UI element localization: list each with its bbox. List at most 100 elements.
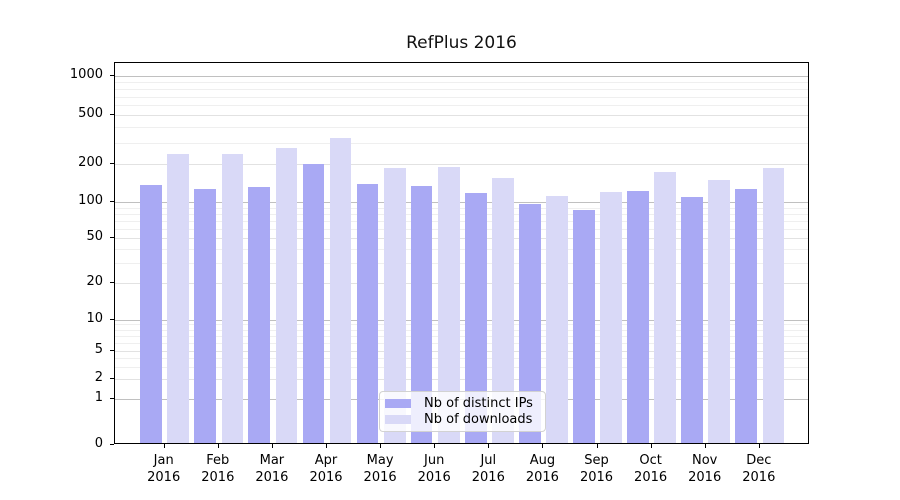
bar-downloads [708, 179, 731, 443]
bar-distinct-ips [140, 185, 162, 443]
y-axis-tick [110, 163, 114, 165]
y-axis-tick [110, 318, 114, 320]
x-tick-label: Oct 2016 [621, 452, 681, 486]
bar-distinct-ips [464, 193, 487, 443]
x-axis-tick [488, 444, 490, 448]
month-label: Jul [480, 453, 497, 468]
gridline [115, 263, 808, 265]
gridline [115, 202, 808, 203]
x-axis-tick [704, 444, 706, 448]
y-tick-label: 0 [94, 436, 103, 451]
x-tick-label: Jun 2016 [404, 452, 464, 486]
y-tick-label: 1 [94, 390, 103, 406]
gridline [115, 343, 808, 344]
gridline [115, 238, 808, 240]
month-label: Jan [153, 453, 174, 468]
month-label: Jun [424, 453, 445, 468]
x-tick-label: Feb 2016 [188, 452, 248, 486]
bar-downloads [654, 171, 677, 443]
gridline [115, 105, 808, 107]
year-label: 2016 [363, 470, 397, 485]
gridline [115, 76, 808, 78]
year-label: 2016 [688, 470, 722, 485]
month-label: Sep [584, 453, 609, 468]
bar-distinct-ips [735, 189, 758, 443]
year-label: 2016 [579, 470, 614, 485]
x-tick-label: Aug 2016 [512, 452, 572, 486]
bar-downloads [167, 153, 190, 443]
bar-downloads [437, 166, 460, 443]
gridline [115, 228, 808, 230]
x-axis-tick [380, 444, 382, 448]
legend-swatch [385, 398, 411, 408]
gridline [115, 164, 808, 166]
year-label: 2016 [255, 470, 289, 485]
bar-distinct-ips [302, 163, 325, 443]
y-axis-tick [110, 114, 114, 116]
x-axis-tick [596, 444, 598, 448]
y-tick-label: 100 [78, 193, 103, 208]
month-label: Apr [314, 453, 338, 468]
bar-distinct-ips [356, 183, 379, 443]
x-axis-tick [271, 444, 273, 448]
legend-row: Nb of distinct IPs [385, 396, 539, 411]
gridline [115, 366, 808, 368]
x-tick-label: Jul 2016 [458, 452, 518, 486]
month-label: Nov [692, 453, 718, 468]
y-tick-label: 500 [78, 106, 103, 122]
legend: Nb of distinct IPs Nb of downloads [379, 391, 546, 432]
bar-downloads [546, 196, 568, 443]
gridline [115, 82, 808, 84]
bar-downloads [762, 167, 785, 443]
bar-distinct-ips [194, 188, 217, 443]
y-tick-label: 2 [94, 369, 103, 385]
gridline [115, 378, 808, 380]
y-axis-tick [110, 201, 114, 202]
x-tick-label: Nov 2016 [675, 452, 735, 486]
year-label: 2016 [417, 470, 451, 485]
y-axis-tick [110, 237, 114, 239]
month-label: Feb [206, 453, 230, 468]
year-label: 2016 [525, 470, 559, 485]
x-axis-tick [758, 444, 760, 448]
x-tick-label: Dec 2016 [729, 452, 789, 486]
y-tick-label: 10 [86, 310, 103, 326]
gridline [115, 358, 808, 359]
bar-downloads [221, 153, 244, 443]
bar-downloads [600, 192, 622, 443]
y-tick-label: 1000 [69, 67, 103, 83]
year-label: 2016 [471, 470, 505, 485]
x-tick-label: Sep 2016 [567, 452, 627, 486]
year-label: 2016 [309, 470, 343, 485]
bar-distinct-ips [627, 190, 649, 443]
gridline [115, 319, 808, 321]
year-label: 2016 [742, 470, 776, 485]
gridline [115, 335, 808, 337]
gridline [115, 127, 808, 129]
bar-distinct-ips [248, 187, 271, 443]
gridline [115, 324, 808, 326]
bar-distinct-ips [518, 204, 541, 443]
y-tick-label: 5 [94, 342, 103, 358]
year-label: 2016 [634, 470, 668, 485]
month-label: Mar [259, 453, 285, 468]
legend-label: Nb of downloads [424, 412, 533, 428]
gridline [115, 283, 808, 285]
bar-downloads [383, 167, 406, 443]
x-axis-tick [434, 444, 436, 448]
y-tick-label: 200 [78, 155, 103, 171]
bar-downloads [275, 147, 298, 443]
x-axis-tick [217, 444, 219, 448]
legend-label: Nb of distinct IPs [424, 395, 533, 411]
y-axis-tick [110, 282, 114, 284]
y-axis-tick [110, 398, 114, 400]
year-label: 2016 [201, 470, 235, 485]
bar-distinct-ips [681, 197, 703, 443]
gridline [115, 142, 808, 144]
month-label: May [366, 453, 394, 468]
x-tick-label: Mar 2016 [242, 452, 302, 486]
gridline [115, 207, 808, 209]
y-axis-tick [110, 75, 114, 77]
gridline [115, 249, 808, 251]
